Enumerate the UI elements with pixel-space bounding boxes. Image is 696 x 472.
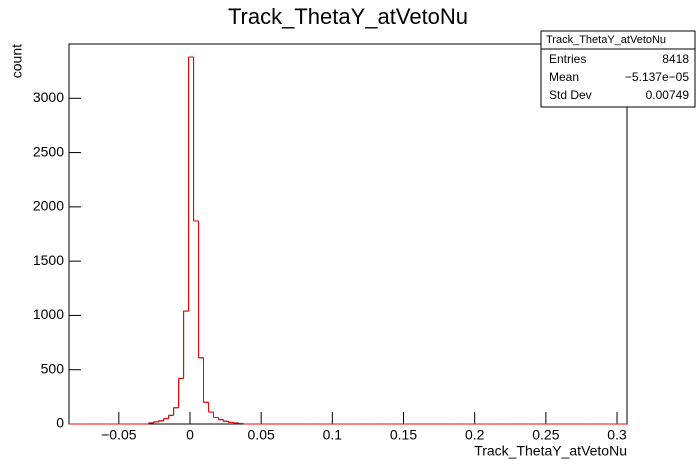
y-tick-label: 1000 <box>33 306 64 322</box>
x-tick-label: 0.3 <box>607 427 627 443</box>
stats-value: 0.00749 <box>646 88 690 102</box>
stats-value: −5.137e−05 <box>625 70 689 84</box>
x-tick-label: 0.2 <box>465 427 485 443</box>
y-tick-label: 500 <box>41 360 65 376</box>
x-axis-label: Track_ThetaY_atVetoNu <box>474 443 627 459</box>
x-tick-label: 0.05 <box>248 427 275 443</box>
stats-box: Track_ThetaY_atVetoNu <box>540 30 696 108</box>
stats-title: Track_ThetaY_atVetoNu <box>546 34 666 46</box>
stats-label: Std Dev <box>549 88 592 102</box>
x-tick-label: 0.25 <box>532 427 559 443</box>
x-tick-label: 0.15 <box>390 427 417 443</box>
x-tick-label: 0.1 <box>323 427 343 443</box>
y-tick-label: 2500 <box>33 143 64 159</box>
stats-label: Entries <box>549 52 586 66</box>
y-tick-label: 1500 <box>33 252 64 268</box>
chart-title: Track_ThetaY_atVetoNu <box>228 4 468 29</box>
x-tick-label: −0.05 <box>101 427 137 443</box>
stats-value: 8418 <box>662 52 689 66</box>
x-tick-label: 0 <box>186 427 194 443</box>
stats-frame <box>540 30 696 108</box>
y-tick-label: 3000 <box>33 89 64 105</box>
y-tick-label: 2000 <box>33 198 64 214</box>
stats-label: Mean <box>549 70 579 84</box>
y-tick-label: 0 <box>56 415 64 431</box>
y-axis-label: count <box>9 44 25 78</box>
